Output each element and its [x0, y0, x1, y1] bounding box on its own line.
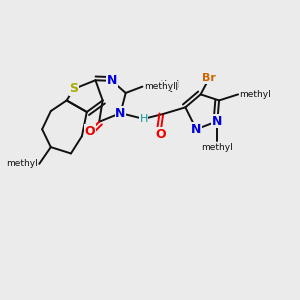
Text: methyl: methyl	[144, 82, 176, 91]
Text: methyl: methyl	[202, 143, 233, 152]
Text: H: H	[140, 114, 148, 124]
Text: methyl: methyl	[144, 82, 178, 92]
Text: O: O	[84, 125, 95, 138]
Text: methyl: methyl	[145, 80, 179, 90]
Text: N: N	[212, 115, 223, 128]
Text: methyl: methyl	[6, 159, 38, 168]
Text: N: N	[107, 74, 117, 87]
Text: N: N	[115, 106, 126, 120]
Text: methyl: methyl	[239, 90, 271, 99]
Text: O: O	[155, 128, 166, 141]
Text: S: S	[69, 82, 78, 95]
Text: Br: Br	[202, 73, 216, 83]
Text: N: N	[191, 123, 202, 136]
